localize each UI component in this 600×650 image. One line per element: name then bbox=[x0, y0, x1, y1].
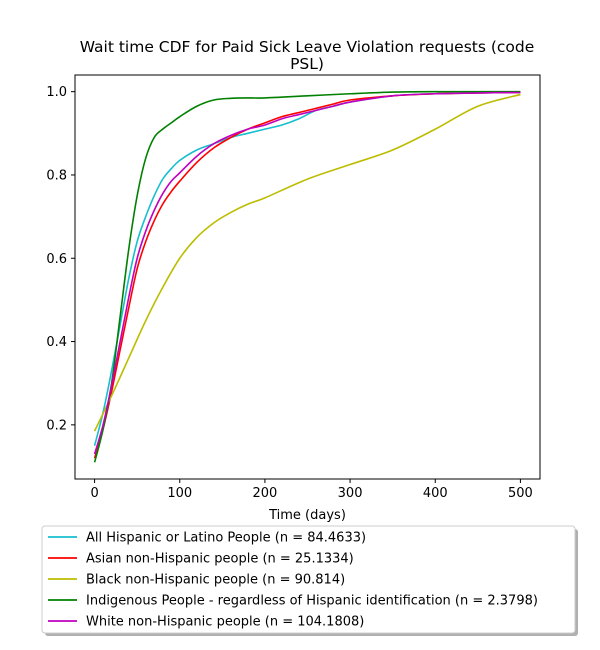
y-tick-label: 0.8 bbox=[46, 168, 67, 183]
series-line-3 bbox=[93, 90, 521, 463]
legend-label: Black non-Hispanic people (n = 90.814) bbox=[86, 573, 345, 588]
legend-label: All Hispanic or Latino People (n = 84.46… bbox=[86, 531, 366, 546]
x-tick-label: 500 bbox=[508, 486, 533, 501]
y-tick-label: 0.2 bbox=[46, 418, 67, 433]
y-axis: 0.2 0.4 0.6 0.8 1.0 bbox=[46, 85, 75, 433]
chart-title-line: Wait time CDF for Paid Sick Leave Violat… bbox=[80, 38, 535, 56]
x-tick-label: 300 bbox=[338, 486, 363, 501]
legend: All Hispanic or Latino People (n = 84.46… bbox=[41, 525, 578, 636]
x-tick-label: 400 bbox=[423, 486, 448, 501]
chart-title-line: PSL) bbox=[290, 55, 324, 73]
series-lines bbox=[93, 90, 521, 463]
chart-title: Wait time CDF for Paid Sick Leave Violat… bbox=[80, 38, 535, 73]
x-axis-label: Time (days) bbox=[268, 508, 346, 523]
series-line-1 bbox=[93, 91, 521, 459]
x-axis: 0 100 200 300 400 500 bbox=[90, 479, 533, 501]
plot-area bbox=[74, 74, 541, 480]
x-tick-label: 0 bbox=[90, 486, 98, 501]
x-tick-label: 100 bbox=[167, 486, 192, 501]
x-tick-label: 200 bbox=[253, 486, 278, 501]
series-line-2 bbox=[93, 93, 521, 432]
y-tick-label: 0.6 bbox=[46, 252, 67, 267]
series-line-0 bbox=[93, 91, 521, 446]
legend-label: White non-Hispanic people (n = 104.1808) bbox=[86, 615, 364, 630]
legend-box bbox=[41, 525, 576, 634]
legend-label: Indigenous People - regardless of Hispan… bbox=[86, 594, 538, 609]
y-tick-label: 1.0 bbox=[46, 85, 67, 100]
y-tick-label: 0.4 bbox=[46, 335, 67, 350]
series-line-4 bbox=[93, 91, 521, 455]
legend-label: Asian non-Hispanic people (n = 25.1334) bbox=[86, 552, 354, 567]
